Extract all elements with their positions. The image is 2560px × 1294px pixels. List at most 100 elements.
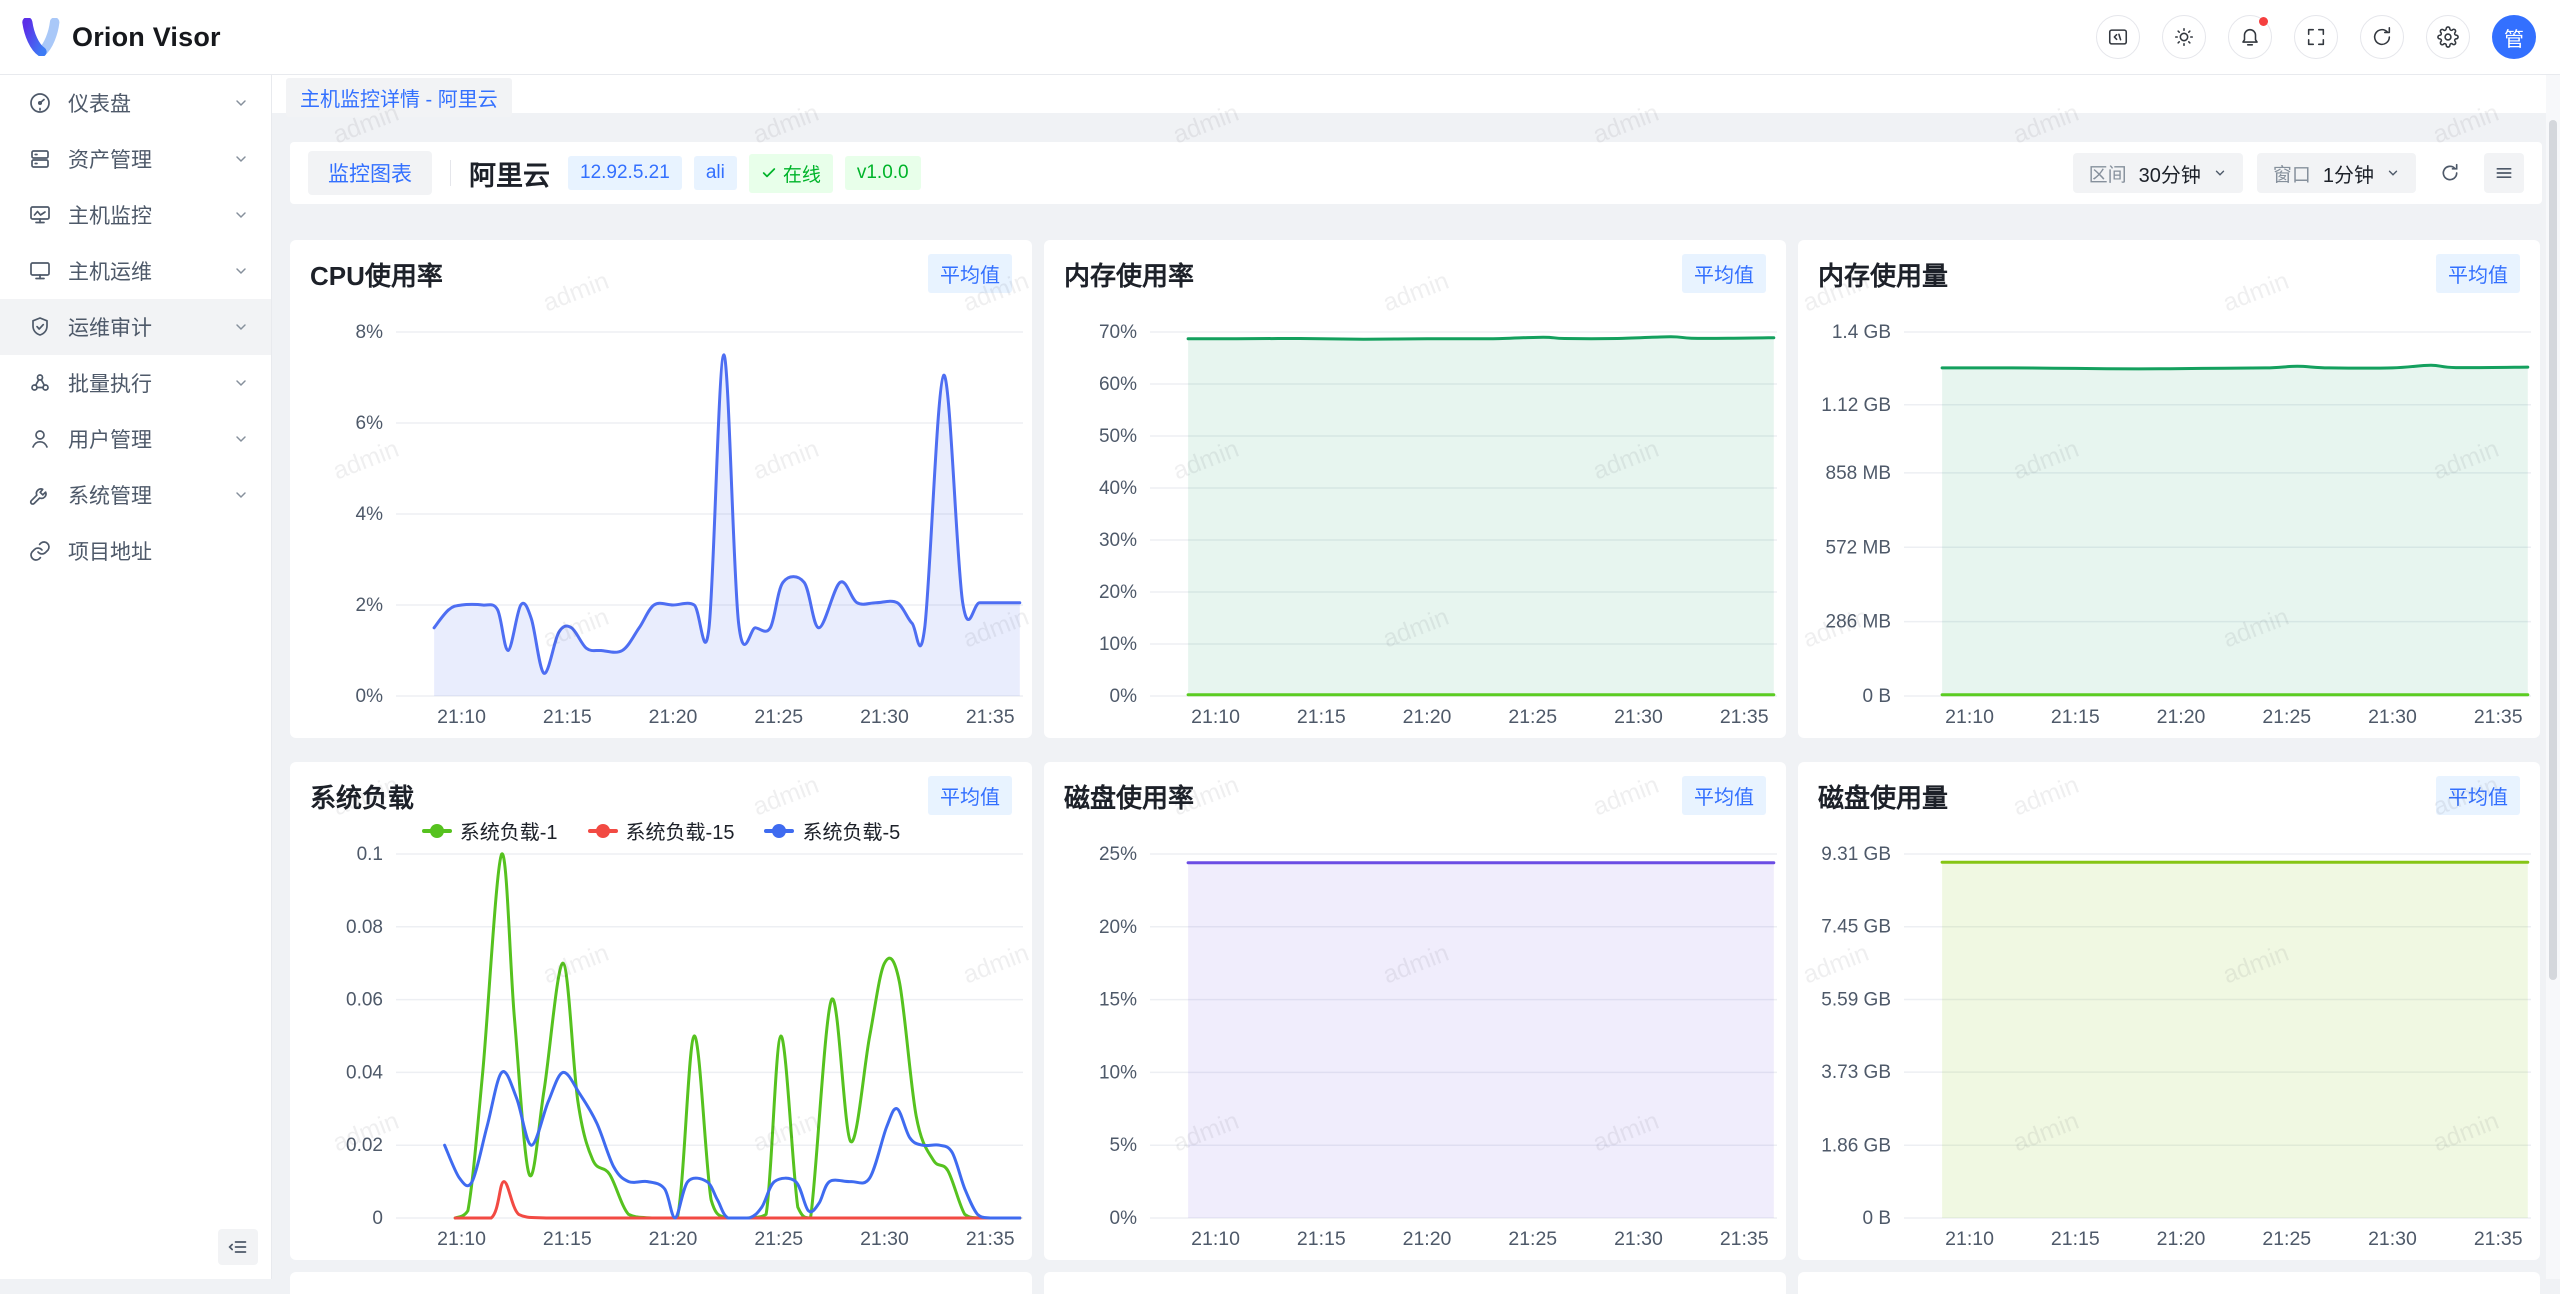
theme-button[interactable]	[2162, 15, 2206, 59]
svg-text:21:25: 21:25	[1508, 706, 1557, 728]
host-badge: 12.92.5.21	[568, 156, 682, 190]
interval-select[interactable]: 区间 30分钟	[2072, 153, 2243, 193]
host-ops-icon	[30, 262, 50, 280]
batch-icon	[31, 374, 49, 391]
legend-marker-icon	[587, 823, 618, 838]
user-avatar[interactable]: 管	[2492, 15, 2536, 59]
svg-text:21:35: 21:35	[1720, 1228, 1769, 1250]
breadcrumb[interactable]: 主机监控详情 - 阿里云	[286, 78, 512, 117]
svg-text:21:25: 21:25	[754, 1228, 803, 1250]
sidebar-item-label: 仪表盘	[68, 93, 131, 116]
svg-text:4%: 4%	[356, 504, 384, 525]
chart-layout-menu-button[interactable]	[2484, 153, 2524, 193]
dashboard-icon	[30, 93, 50, 113]
svg-text:0.04: 0.04	[346, 1062, 383, 1083]
sidebar-item-system[interactable]: 系统管理	[0, 467, 271, 523]
sidebar-item-host-monitor[interactable]: 主机监控	[0, 187, 271, 243]
sidebar-item-label: 项目地址	[68, 541, 152, 564]
svg-text:50%: 50%	[1099, 426, 1137, 447]
partial-chart-card	[1044, 1272, 1786, 1294]
svg-text:21:15: 21:15	[543, 706, 592, 728]
chart-card-1: 内存使用率 平均值 0% 10% 20% 30% 40% 50% 60% 70% 21:10 21:1…	[1044, 240, 1786, 738]
notifications-button[interactable]	[2228, 15, 2272, 59]
svg-text:858 MB: 858 MB	[1826, 463, 1891, 484]
menu-fold-icon	[228, 1241, 247, 1253]
host-badge: 在线	[748, 153, 833, 193]
chevron-down-icon	[2215, 170, 2225, 176]
legend-item[interactable]: 系统负载-15	[587, 816, 734, 845]
svg-text:25%: 25%	[1099, 844, 1137, 865]
legend-item[interactable]: 系统负载-5	[764, 816, 900, 845]
system-icon	[29, 488, 47, 505]
sidebar-item-label: 运维审计	[68, 317, 152, 340]
notification-dot	[2259, 17, 2268, 26]
sidebar-item-users[interactable]: 用户管理	[0, 411, 271, 467]
chevron-down-icon	[236, 100, 246, 107]
window-select[interactable]: 窗口 1分钟	[2256, 153, 2416, 193]
svg-text:21:35: 21:35	[2474, 1228, 2523, 1250]
chevron-down-icon	[236, 380, 246, 387]
sidebar-collapse-button[interactable]	[218, 1229, 258, 1265]
chart-legend: 系统负载-1 系统负载-15 系统负载-5	[290, 816, 1032, 845]
host-name: 阿里云	[469, 160, 550, 191]
scrollbar[interactable]	[2546, 75, 2560, 1279]
sidebar-item-assets[interactable]: 资产管理	[0, 131, 271, 187]
fullscreen-icon	[2307, 28, 2325, 46]
sidebar-nav: 仪表盘资产管理主机监控主机运维运维审计批量执行用户管理系统管理项目地址	[0, 75, 271, 579]
sidebar-item-label: 主机运维	[68, 261, 152, 284]
sidebar-item-label: 主机监控	[68, 205, 152, 228]
svg-text:21:35: 21:35	[966, 1228, 1015, 1250]
svg-text:15%: 15%	[1099, 990, 1137, 1011]
refresh-charts-button[interactable]	[2430, 153, 2470, 193]
chart-title: CPU使用率	[310, 261, 443, 291]
toolbar-divider	[450, 160, 451, 186]
svg-text:8%: 8%	[356, 322, 384, 343]
fullscreen-button[interactable]	[2294, 15, 2338, 59]
chart-aggregation-badge: 平均值	[2436, 254, 2520, 293]
refresh-icon	[2442, 163, 2458, 181]
svg-text:21:25: 21:25	[754, 706, 803, 728]
svg-text:5.59 GB: 5.59 GB	[1821, 989, 1891, 1010]
sidebar-item-audit[interactable]: 运维审计	[0, 299, 271, 355]
svg-text:21:30: 21:30	[2368, 1228, 2417, 1250]
svg-text:10%: 10%	[1099, 1062, 1137, 1083]
refresh-button[interactable]	[2360, 15, 2404, 59]
svg-text:286 MB: 286 MB	[1826, 612, 1891, 633]
scrollbar-thumb[interactable]	[2549, 120, 2557, 980]
sidebar-item-batch[interactable]: 批量执行	[0, 355, 271, 411]
chart-aggregation-badge: 平均值	[1682, 254, 1766, 293]
chart-card-5: 磁盘使用量 平均值 0 B 1.86 GB 3.73 GB 5.59 GB 7.45 GB 9…	[1798, 762, 2540, 1260]
sidebar-item-host-ops[interactable]: 主机运维	[0, 243, 271, 299]
svg-text:21:30: 21:30	[860, 1228, 909, 1250]
svg-text:21:10: 21:10	[1945, 1228, 1994, 1250]
sidebar: 仪表盘资产管理主机监控主机运维运维审计批量执行用户管理系统管理项目地址	[0, 75, 272, 1279]
settings-button[interactable]	[2426, 15, 2470, 59]
sidebar-item-link[interactable]: 项目地址	[0, 523, 271, 579]
svg-text:0.1: 0.1	[357, 844, 383, 865]
sidebar-item-label: 用户管理	[68, 429, 152, 452]
legend-item[interactable]: 系统负载-1	[421, 816, 558, 845]
svg-text:1.4 GB: 1.4 GB	[1832, 322, 1891, 343]
tab-monitor-charts[interactable]: 监控图表	[308, 151, 432, 195]
app-logo: Orion Visor	[22, 18, 221, 56]
svg-text:6%: 6%	[356, 413, 384, 434]
svg-text:0%: 0%	[1110, 686, 1138, 707]
sidebar-item-dashboard[interactable]: 仪表盘	[0, 75, 271, 131]
svg-text:1.86 GB: 1.86 GB	[1821, 1135, 1891, 1156]
svg-text:21:15: 21:15	[1297, 1228, 1346, 1250]
svg-text:21:10: 21:10	[437, 706, 486, 728]
svg-text:21:30: 21:30	[1614, 706, 1663, 728]
header-actions: 管	[2096, 15, 2536, 59]
chevron-down-icon	[236, 492, 246, 499]
svg-text:70%: 70%	[1099, 322, 1137, 343]
breadcrumb-bar: 主机监控详情 - 阿里云	[272, 75, 2560, 117]
app-header: Orion Visor 管	[0, 0, 2560, 75]
legend-marker-icon	[764, 823, 795, 838]
code-button[interactable]	[2096, 15, 2140, 59]
svg-text:21:15: 21:15	[1297, 706, 1346, 728]
svg-text:0.02: 0.02	[346, 1135, 383, 1156]
svg-text:30%: 30%	[1099, 530, 1137, 551]
chart-title: 系统负载	[310, 783, 415, 813]
svg-text:1.12 GB: 1.12 GB	[1821, 395, 1891, 416]
svg-text:21:25: 21:25	[1508, 1228, 1557, 1250]
